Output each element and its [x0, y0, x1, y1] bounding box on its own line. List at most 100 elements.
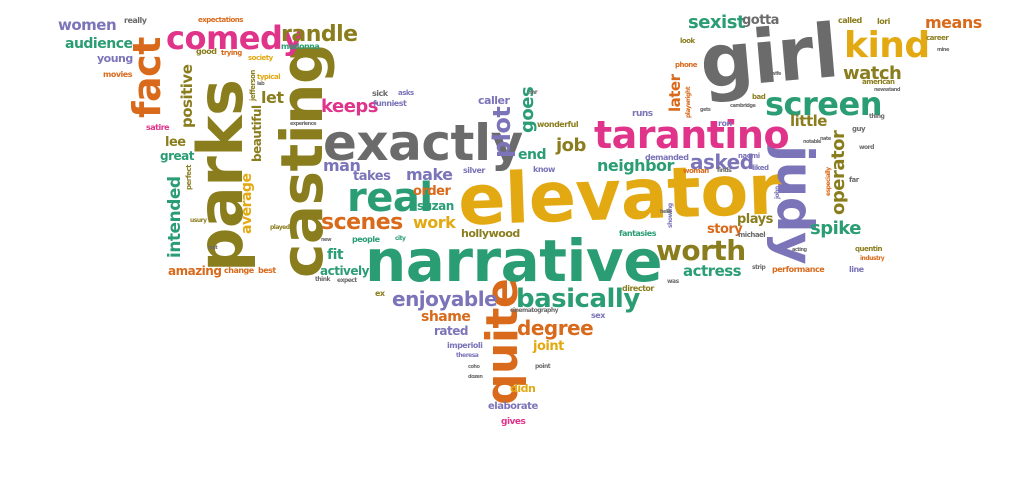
word-scenes: scenes [321, 210, 403, 235]
word-wonderful: wonderful [537, 120, 579, 129]
word-fantasies: fantasies [619, 229, 657, 238]
word-hollywood: hollywood [461, 227, 520, 240]
word-man: man [323, 156, 361, 175]
word-end: end [518, 147, 546, 163]
word-jefferson: jefferson [249, 70, 257, 101]
word-screen: screen [765, 85, 882, 123]
word-really: really [124, 16, 147, 25]
word-john: john [774, 186, 781, 199]
word-plays: plays [737, 212, 773, 227]
word-city: city [395, 235, 406, 242]
word-typical: typical [257, 73, 281, 81]
word-actress: actress [683, 262, 742, 280]
word-spike: spike [810, 218, 861, 239]
word-sexist: sexist [688, 12, 746, 33]
word-runs: runs [632, 109, 653, 119]
word-good: good [196, 47, 217, 56]
word-lab: lab [257, 81, 265, 87]
word-naomi: naomi [738, 152, 760, 160]
word-word: word [859, 144, 874, 151]
word-asked: asked [690, 150, 754, 174]
word-imperioli: imperioli [447, 341, 483, 350]
word-fact: fact [125, 37, 169, 118]
word-career: career [926, 34, 949, 42]
word-know: know [533, 165, 555, 174]
word-notable: notable [803, 139, 821, 145]
word-enjoyable: enjoyable [392, 287, 498, 311]
word-new: new [321, 237, 332, 243]
word-newsstand: newsstand [874, 87, 900, 93]
word-society: society [248, 54, 273, 62]
word-elaborate: elaborate [488, 401, 538, 412]
word-joint: joint [533, 339, 564, 354]
word-was: was [667, 278, 679, 285]
word-fit: fit [327, 247, 344, 263]
word-expect: expect [337, 277, 357, 284]
word-mine: mine [937, 47, 949, 53]
word-operator: operator [828, 130, 849, 215]
word-neighbor: neighbor [597, 156, 674, 175]
word-degree: degree [517, 316, 594, 340]
word-best: best [258, 266, 276, 275]
word-far: far [849, 176, 859, 184]
word-randle: randle [281, 22, 358, 47]
word-lee: lee [165, 135, 186, 150]
word-rest: rest [208, 245, 218, 251]
word-think: think [315, 276, 330, 283]
word-cambridge: cambridge [730, 103, 756, 109]
word-sex: sex [591, 311, 605, 320]
word-people: people [352, 235, 380, 244]
word-bad: bad [752, 93, 766, 101]
word-cinematography: cinematography [510, 307, 559, 314]
word-suzan: suzan [417, 199, 454, 213]
word-means: means [925, 13, 982, 32]
word-dozen: dozen [468, 374, 483, 380]
word-hello: hello [660, 209, 672, 215]
word-keeps: keeps [321, 96, 379, 117]
word-beautiful: beautiful [250, 105, 264, 162]
word-intended: intended [165, 176, 185, 258]
word-playwright: playwright [685, 86, 692, 118]
word-woman: woman [683, 167, 709, 175]
word-finds: finds [717, 167, 732, 174]
word-average: average [239, 173, 255, 234]
word-liked: liked [752, 164, 769, 172]
word-job: job [556, 135, 586, 156]
word-comedy: comedy [166, 19, 303, 57]
word-young: young [97, 52, 133, 65]
word-change: change [224, 266, 254, 275]
word-played: played [270, 224, 290, 231]
word-showing: showing [667, 203, 674, 228]
word-movies: movies [103, 70, 132, 79]
word-industry: industry [860, 255, 885, 262]
word-great: great [160, 149, 194, 163]
word-guy: guy [852, 125, 866, 133]
word-rated: rated [434, 324, 468, 338]
word-line: line [849, 265, 864, 274]
word-director: director [622, 284, 654, 293]
word-sick: sick [372, 89, 388, 98]
word-phone: phone [675, 61, 698, 69]
word-didn: didn [510, 382, 536, 395]
word-real: real [347, 175, 433, 221]
word-shame: shame [421, 309, 471, 325]
word-caller: caller [478, 94, 510, 107]
word-asks: asks [398, 89, 414, 97]
word-coho: coho [468, 364, 480, 370]
word-work: work [413, 213, 456, 232]
word-plot: plot [488, 106, 516, 158]
word-women: women [58, 16, 117, 34]
word-worth: worth [656, 234, 746, 267]
word-demanded: demanded [645, 153, 689, 162]
word-gives: gives [501, 417, 526, 427]
word-tarantino: tarantino [594, 113, 790, 157]
word-gets: gets [700, 107, 711, 113]
word-especially: especially [825, 167, 832, 196]
word-wife: wife [771, 71, 781, 77]
word-gotta: gotta [742, 13, 779, 28]
word-silver: silver [463, 166, 485, 175]
word-mr: mr [529, 89, 538, 96]
word-point: point [535, 363, 551, 370]
word-audience: audience [65, 36, 133, 52]
